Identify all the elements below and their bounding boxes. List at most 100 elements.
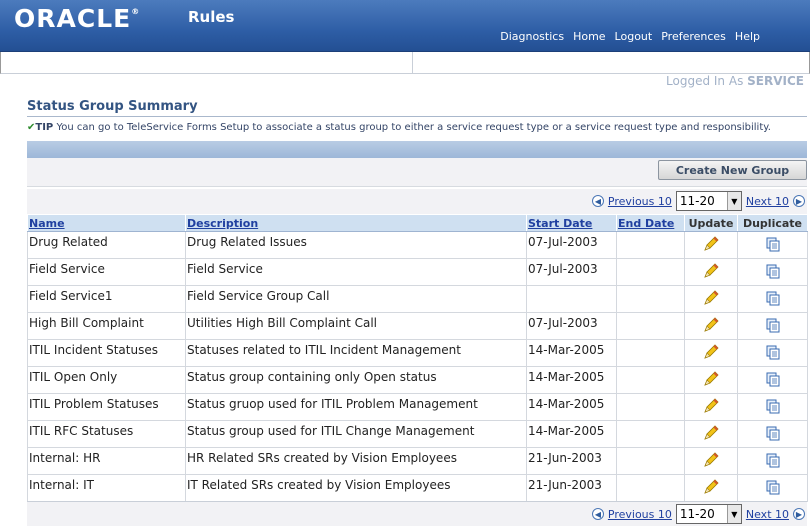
cell-start-date: 14-Mar-2005 xyxy=(526,339,617,367)
table-header-row: Name Description Start Date End Date Upd… xyxy=(27,214,808,232)
checkmark-icon: ✔ xyxy=(27,122,36,133)
range-select[interactable]: 11-20 ▼ xyxy=(675,191,742,211)
table-row: ITIL RFC Statuses Status group used for I… xyxy=(27,420,808,448)
cell-duplicate xyxy=(737,447,808,475)
pencil-icon[interactable] xyxy=(702,316,720,334)
duplicate-icon[interactable] xyxy=(765,479,781,495)
pencil-icon[interactable] xyxy=(702,397,720,415)
cell-duplicate xyxy=(737,231,808,259)
tip-label: TIP xyxy=(35,122,54,133)
cell-duplicate xyxy=(737,420,808,448)
pencil-icon[interactable] xyxy=(702,370,720,388)
cell-description: Drug Related Issues xyxy=(185,231,527,259)
preferences-link[interactable]: Preferences xyxy=(661,30,726,43)
column-header-update: Update xyxy=(684,214,738,232)
cell-end-date xyxy=(616,231,685,259)
column-header-start-date[interactable]: Start Date xyxy=(526,214,617,232)
duplicate-icon[interactable] xyxy=(765,317,781,333)
header-subbar xyxy=(0,52,810,74)
cell-update xyxy=(684,285,738,313)
section-band xyxy=(27,141,807,158)
cell-update xyxy=(684,474,738,502)
cell-update xyxy=(684,258,738,286)
action-bar: Create New Group xyxy=(27,158,807,187)
cell-update xyxy=(684,312,738,340)
cell-end-date xyxy=(616,312,685,340)
column-header-description[interactable]: Description xyxy=(185,214,527,232)
tip-text: You can go to TeleService Forms Setup to… xyxy=(53,122,771,133)
cell-duplicate xyxy=(737,258,808,286)
app-title: Rules xyxy=(188,8,235,26)
cell-start-date: 07-Jul-2003 xyxy=(526,258,617,286)
column-header-end-date[interactable]: End Date xyxy=(616,214,685,232)
duplicate-icon[interactable] xyxy=(765,371,781,387)
pencil-icon[interactable] xyxy=(702,424,720,442)
next-10-link[interactable]: Next 10 xyxy=(745,507,789,521)
cell-name: High Bill Complaint xyxy=(27,312,186,340)
cell-end-date xyxy=(616,366,685,394)
home-link[interactable]: Home xyxy=(573,30,606,43)
duplicate-icon[interactable] xyxy=(765,290,781,306)
table-row: ITIL Open Only Status group containing on… xyxy=(27,366,808,394)
chevron-down-icon: ▼ xyxy=(726,192,741,210)
pencil-icon[interactable] xyxy=(702,235,720,253)
pencil-icon[interactable] xyxy=(702,478,720,496)
cell-description: Status gruop used for ITIL Problem Manag… xyxy=(185,393,527,421)
range-select[interactable]: 11-20 ▼ xyxy=(675,504,742,524)
pencil-icon[interactable] xyxy=(702,451,720,469)
duplicate-icon[interactable] xyxy=(765,425,781,441)
pencil-icon[interactable] xyxy=(702,343,720,361)
previous-10-link[interactable]: Previous 10 xyxy=(607,194,672,208)
header-divider xyxy=(412,52,413,73)
cell-start-date: 14-Mar-2005 xyxy=(526,366,617,394)
arrow-right-icon[interactable]: ▶ xyxy=(793,508,805,520)
help-link[interactable]: Help xyxy=(734,30,760,43)
arrow-left-icon[interactable]: ◀ xyxy=(591,195,604,207)
cell-end-date xyxy=(616,285,685,313)
pagination-top: ◀ Previous 10 11-20 ▼ Next 10 ▶ xyxy=(27,189,807,214)
duplicate-icon[interactable] xyxy=(765,344,781,360)
cell-description: Statuses related to ITIL Incident Manage… xyxy=(185,339,527,367)
range-value: 11-20 xyxy=(679,507,715,521)
table-row: Field Service Field Service 07-Jul-2003 xyxy=(27,258,808,286)
next-10-link[interactable]: Next 10 xyxy=(745,194,789,208)
cell-start-date: 07-Jul-2003 xyxy=(526,231,617,259)
table-row: Internal: IT IT Related SRs created by Vi… xyxy=(27,474,808,502)
cell-description: IT Related SRs created by Vision Employe… xyxy=(185,474,527,502)
cell-name: Drug Related xyxy=(27,231,186,259)
cell-end-date xyxy=(616,339,685,367)
cell-update xyxy=(684,339,738,367)
arrow-left-icon[interactable]: ◀ xyxy=(591,508,604,520)
page-title: Status Group Summary xyxy=(27,99,198,114)
cell-end-date xyxy=(616,393,685,421)
pencil-icon[interactable] xyxy=(702,262,720,280)
cell-duplicate xyxy=(737,339,808,367)
cell-start-date: 14-Mar-2005 xyxy=(526,420,617,448)
cell-duplicate xyxy=(737,474,808,502)
logged-in-user: SERVICE xyxy=(747,74,804,88)
global-header: ORACLE® Rules Diagnostics Home Logout Pr… xyxy=(0,0,810,52)
arrow-right-icon[interactable]: ▶ xyxy=(793,195,805,207)
diagnostics-link[interactable]: Diagnostics xyxy=(500,30,565,43)
pencil-icon[interactable] xyxy=(702,289,720,307)
cell-update xyxy=(684,231,738,259)
previous-10-link[interactable]: Previous 10 xyxy=(607,507,672,521)
cell-start-date: 21-Jun-2003 xyxy=(526,447,617,475)
cell-end-date xyxy=(616,420,685,448)
status-group-table: Name Description Start Date End Date Upd… xyxy=(27,214,808,502)
column-header-name[interactable]: Name xyxy=(27,214,186,232)
cell-update xyxy=(684,447,738,475)
cell-name: ITIL Open Only xyxy=(27,366,186,394)
table-row: ITIL Incident Statuses Statuses related t… xyxy=(27,339,808,367)
duplicate-icon[interactable] xyxy=(765,398,781,414)
column-header-duplicate: Duplicate xyxy=(737,214,808,232)
cell-description: Field Service xyxy=(185,258,527,286)
duplicate-icon[interactable] xyxy=(765,236,781,252)
cell-duplicate xyxy=(737,312,808,340)
logout-link[interactable]: Logout xyxy=(614,30,653,43)
create-new-group-button[interactable]: Create New Group xyxy=(658,160,807,180)
duplicate-icon[interactable] xyxy=(765,263,781,279)
duplicate-icon[interactable] xyxy=(765,452,781,468)
cell-description: Status group containing only Open status xyxy=(185,366,527,394)
cell-name: ITIL Incident Statuses xyxy=(27,339,186,367)
